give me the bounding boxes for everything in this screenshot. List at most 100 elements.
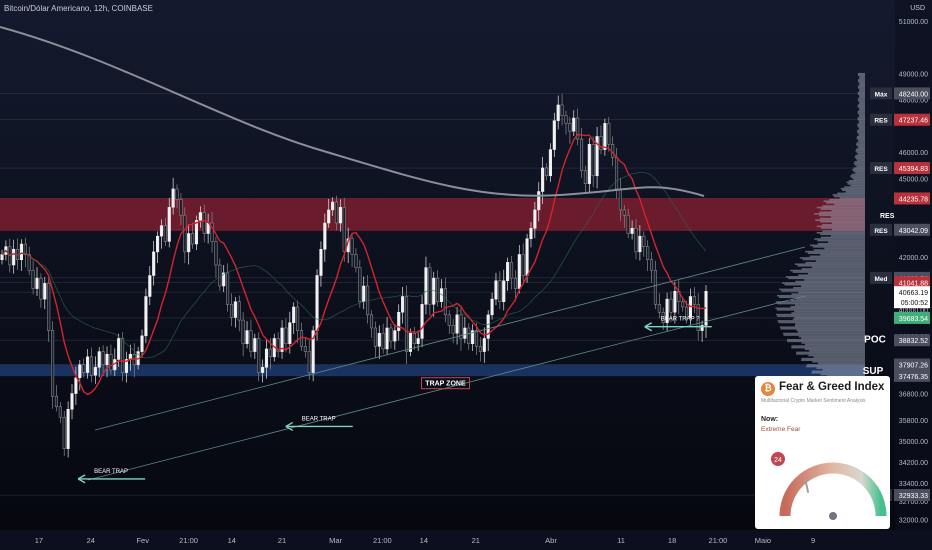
candle-body [595,136,599,177]
fear-greed-state: Extreme Fear [761,426,801,433]
ma-red-line [1,133,707,396]
candle-body [544,167,549,177]
volume-profile-bar [858,113,865,116]
y-tick-label: 40000.00 [899,308,928,315]
volume-profile-bar [796,351,865,354]
candle-body [552,120,556,150]
volume-profile-bar [777,294,865,297]
volume-profile-bar [801,337,865,339]
volume-profile-bar [820,373,865,376]
volume-profile-bar [857,98,865,100]
candle-body [226,272,230,305]
volume-profile-bar [859,83,865,86]
volume-profile-bar [850,184,865,187]
volume-profile-bar [856,148,865,151]
volume-profile-bar [859,96,865,99]
price-tag-prefix: Máx [875,91,888,98]
candle-body [327,209,331,224]
volume-profile-bar [794,304,865,306]
volume-profile-bar [800,359,865,362]
price-tag-prefix: Med [875,276,888,283]
volume-profile-bar [809,255,865,258]
annotation-trap-zone-box [420,377,470,390]
volume-profile-bar [781,290,865,292]
annotation-arrow-head [644,322,653,332]
y-tick-label: 33400.00 [899,481,928,488]
gauge-needle [804,477,810,493]
candle-body [428,267,432,305]
candle-body [19,243,23,261]
volume-profile-bar [797,265,865,267]
volume-profile-bar [858,121,865,124]
candle-body [117,338,121,360]
candle-body [685,306,689,318]
candle-body [474,330,479,347]
candle-body [257,338,261,373]
candle-body [148,275,152,297]
volume-profile-bar [822,368,865,371]
candle-body [152,251,156,276]
annotation-arrow-head [77,474,86,484]
volume-profile-bar [788,277,865,280]
candle-body [541,167,545,192]
time-axis-bg [0,530,932,550]
ma-long-line [0,26,705,197]
volume-profile-bar [793,287,865,289]
trendline-upper [94,246,806,431]
volume-profile-bar [816,231,865,234]
candle-body [280,327,284,352]
volume-profile-bar [817,362,865,365]
candle-body [560,104,564,116]
volume-profile-bar [786,338,865,341]
candle-body [54,395,59,407]
volume-profile-bar [839,197,865,199]
volume-profile-bar [814,213,865,215]
volume-profile-bar [797,331,865,333]
candle-body [622,209,626,216]
candle-body [288,322,292,344]
price-tag-label: 43042.09 [899,228,928,235]
volume-profile-bar [794,310,865,313]
candle-body [385,327,389,350]
volume-profile-bar [801,285,865,288]
candle-body [436,277,440,302]
volume-profile-bar [780,327,865,330]
volume-profile-bar [783,334,865,336]
volume-profile-bar [801,357,865,360]
candle-body [331,201,335,211]
candle-body [93,367,97,376]
x-tick-label: 11 [617,536,625,545]
volume-profile-bar [799,257,865,259]
volume-profile-bar [796,298,865,300]
candle-body [214,241,218,266]
candle-body [334,201,339,224]
volume-profile-bar [857,110,865,113]
candle-body [249,330,253,352]
candle-body [447,314,451,326]
volume-profile-bar [805,261,865,264]
candle-body [233,301,237,318]
price-tag-label: 38832.52 [899,338,928,345]
volume-profile-bar [784,283,865,286]
candle-body [296,306,300,331]
candle-body [82,364,86,373]
volume-profile-bar [796,329,865,332]
candle-body [237,301,241,321]
candle-body [218,264,222,287]
annotation-bear-trap: BEAR TRAP [94,469,128,475]
volume-profile-bar [859,90,865,92]
price-tag-prefix-bg [870,162,892,175]
volume-profile-bar [856,143,865,146]
volume-profile-bar [857,153,865,155]
x-tick-label: 14 [228,536,236,545]
candle-body [35,277,39,289]
price-tag-bg [894,162,930,175]
volume-profile-bar [853,167,865,169]
candle-body [12,249,16,266]
volume-profile-bar [802,258,865,261]
candle-body [490,298,494,316]
x-tick-label: Maio [755,536,771,545]
bitcoin-logo-icon: ₿ [761,382,775,396]
candle-body [101,351,105,365]
